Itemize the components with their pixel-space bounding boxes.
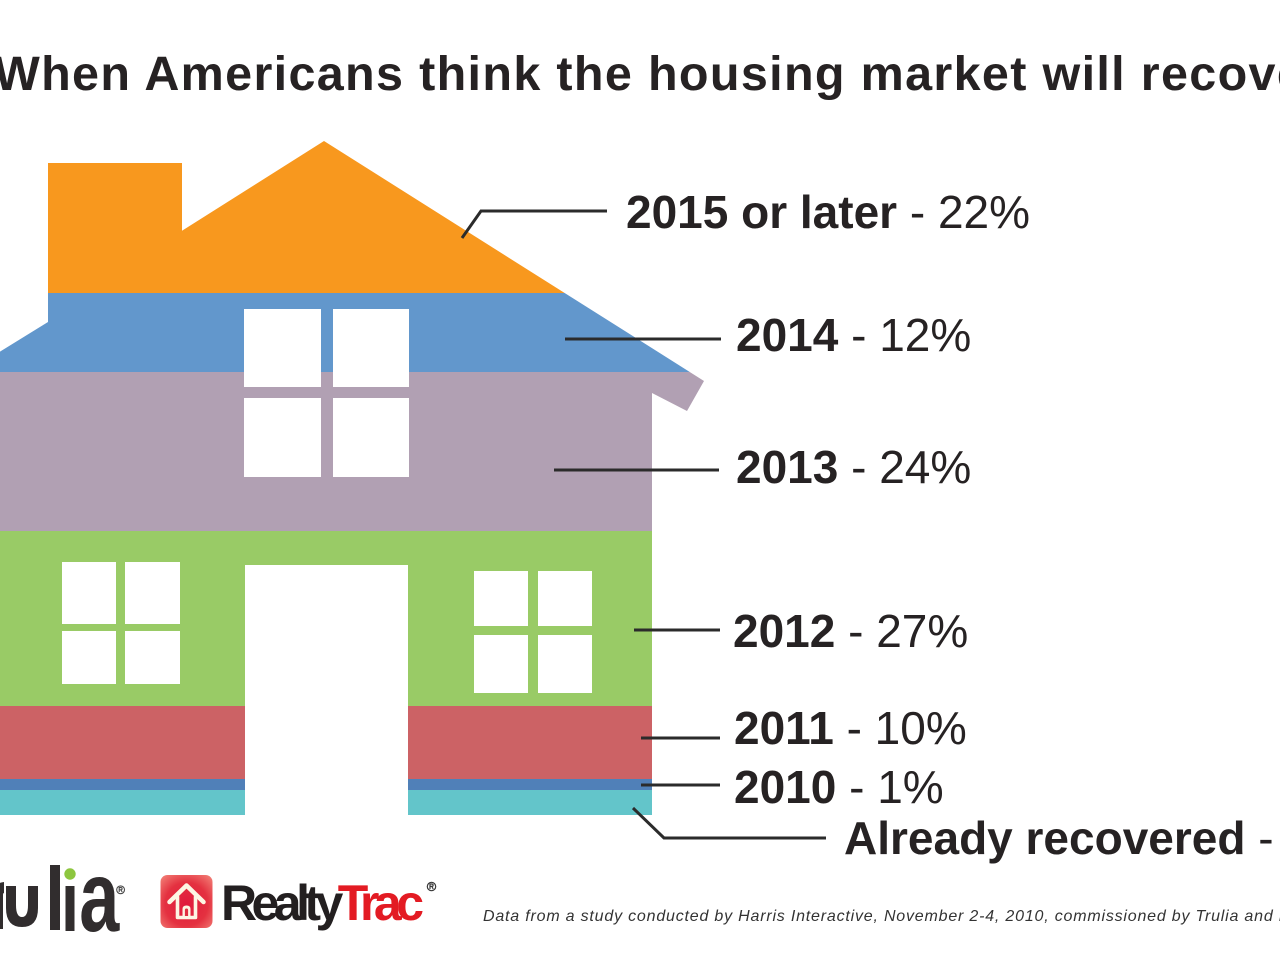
svg-text:a: a <box>79 841 120 952</box>
svg-text:2013 - 24%: 2013 - 24% <box>736 441 971 493</box>
svg-text:Data from a study conducted by: Data from a study conducted by Harris In… <box>483 908 1280 925</box>
svg-text:2010 - 1%: 2010 - 1% <box>734 761 944 813</box>
svg-text:2011 - 10%: 2011 - 10% <box>734 702 967 754</box>
svg-text:2014 - 12%: 2014 - 12% <box>736 309 971 361</box>
svg-text:When Americans think the housi: When Americans think the housing market … <box>0 47 1280 101</box>
svg-text:Already recovered - 3%: Already recovered - 3% <box>844 812 1280 864</box>
svg-text:RealtyTrac: RealtyTrac <box>221 875 424 931</box>
svg-text:2012 - 27%: 2012 - 27% <box>733 605 968 657</box>
svg-text:2015 or later - 22%: 2015 or later - 22% <box>626 186 1030 238</box>
